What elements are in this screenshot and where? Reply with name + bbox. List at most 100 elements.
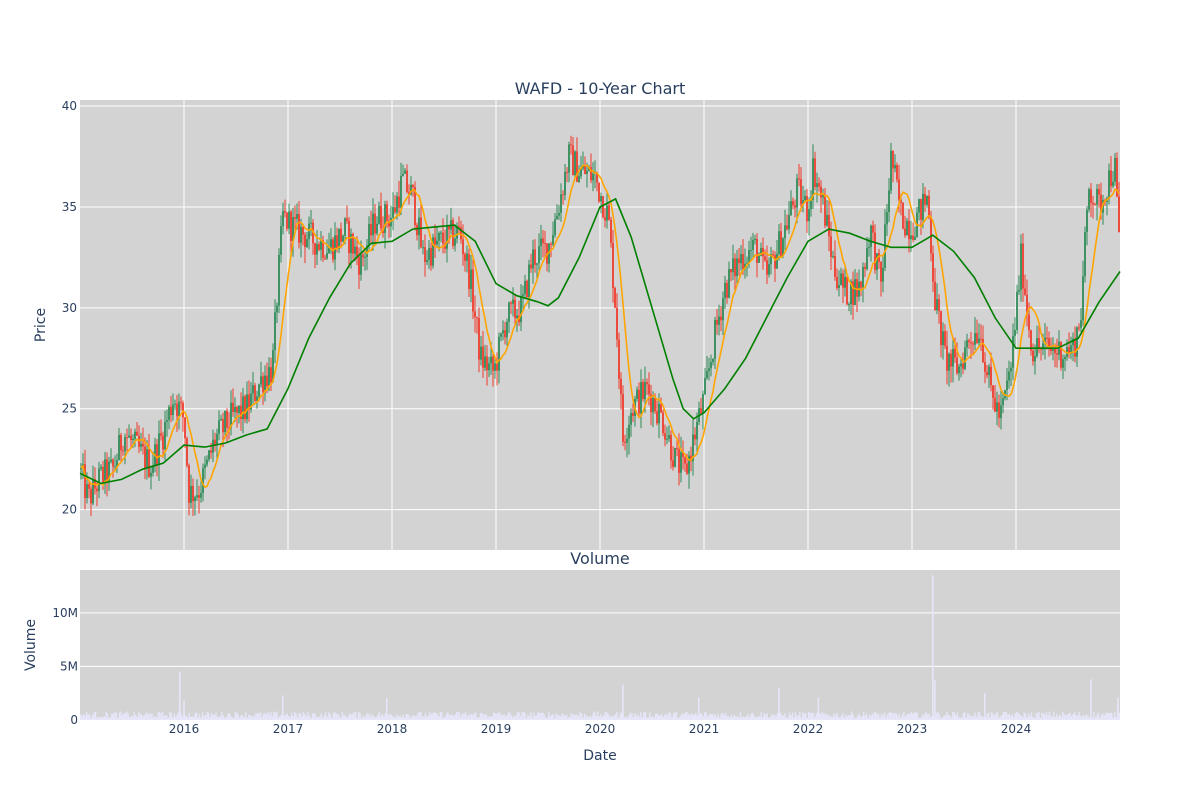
candle-body: [568, 144, 570, 173]
candle-body: [172, 404, 174, 415]
candle-body: [758, 255, 760, 263]
candle-body: [462, 239, 464, 255]
candle-body: [978, 338, 980, 343]
candle-body: [528, 264, 530, 298]
candle-body: [1018, 289, 1020, 292]
x-tick: 2020: [585, 722, 616, 736]
candle-body: [570, 144, 572, 146]
candle-body: [928, 195, 930, 218]
candle-body: [1024, 288, 1026, 295]
candle-body: [564, 171, 566, 196]
candle-body: [954, 348, 956, 358]
candle-body: [1008, 371, 1010, 381]
candle-body: [1062, 359, 1064, 368]
candle-body: [1094, 204, 1096, 206]
candle-body: [310, 222, 312, 224]
candle-body: [914, 236, 916, 240]
candle-body: [918, 199, 920, 213]
candle-body: [536, 263, 538, 265]
candle-body: [510, 302, 512, 304]
candle-body: [166, 420, 168, 422]
candle-body: [742, 254, 744, 270]
candle-body: [686, 463, 688, 474]
candle-body: [1098, 189, 1100, 195]
candle-body: [736, 258, 738, 277]
candle-body: [452, 220, 454, 246]
candle-body: [142, 443, 144, 447]
price-y-tick: 20: [62, 503, 77, 517]
candle-body: [250, 393, 252, 410]
candle-body: [610, 219, 612, 243]
candle-body: [210, 450, 212, 453]
candle-body: [718, 316, 720, 325]
candle-body: [500, 333, 502, 337]
candle-body: [298, 214, 300, 243]
x-tick: 2021: [689, 722, 720, 736]
candle-body: [1050, 347, 1052, 351]
candle-body: [350, 234, 352, 254]
candle-body: [618, 339, 620, 379]
candle-body: [134, 431, 136, 439]
candle-body: [814, 158, 816, 187]
candle-body: [466, 253, 468, 261]
candle-body: [442, 232, 444, 244]
candle-body: [888, 190, 890, 213]
candle-body: [156, 444, 158, 465]
candle-body: [950, 353, 952, 367]
candle-body: [424, 247, 426, 263]
candle-body: [566, 171, 568, 173]
candle-body: [740, 254, 742, 264]
candle-body: [782, 238, 784, 256]
candle-body: [266, 375, 268, 387]
candle-body: [646, 382, 648, 385]
candle-body: [144, 446, 146, 469]
candle-body: [922, 193, 924, 220]
candle-body: [474, 311, 476, 317]
price-axis-title: Price: [33, 308, 49, 342]
candle-body: [642, 382, 644, 400]
candle-body: [682, 452, 684, 458]
candle-body: [944, 331, 946, 346]
candle-body: [542, 238, 544, 244]
candle-body: [198, 495, 200, 498]
candle-body: [540, 238, 542, 247]
candle-body: [910, 235, 912, 240]
candle-body: [98, 468, 100, 492]
candle-body: [688, 455, 690, 474]
candle-body: [122, 450, 124, 452]
candle-body: [532, 249, 534, 269]
candle-body: [672, 460, 674, 467]
candle-body: [436, 240, 438, 245]
candle-body: [968, 340, 970, 343]
candle-body: [402, 173, 404, 176]
x-tick: 2022: [793, 722, 824, 736]
ma-short-line: [80, 164, 1120, 489]
candle-body: [604, 217, 606, 221]
price-y-tick: 40: [62, 99, 77, 113]
candle-body: [372, 213, 374, 236]
candle-body: [176, 403, 178, 417]
candle-body: [524, 280, 526, 295]
candle-body: [988, 366, 990, 376]
volume-y-tick-labels: 0 5M 10M: [52, 606, 78, 727]
candle-body: [404, 170, 406, 174]
candle-body: [622, 394, 624, 442]
candle-body: [362, 254, 364, 258]
candle-body: [732, 258, 734, 273]
candle-body: [886, 212, 888, 225]
candle-body: [752, 239, 754, 250]
candle-body: [1022, 243, 1024, 289]
candle-body: [982, 338, 984, 363]
candle-body: [288, 211, 290, 229]
candle-body: [1064, 356, 1066, 360]
candle-body: [390, 217, 392, 227]
candle-body: [626, 438, 628, 443]
candle-body: [200, 492, 202, 498]
candle-body: [196, 495, 198, 498]
candle-body: [118, 434, 120, 461]
candle-body: [574, 151, 576, 176]
candle-body: [506, 321, 508, 338]
candle-body: [1026, 294, 1028, 315]
candle-body: [384, 204, 386, 233]
candle-body: [848, 304, 850, 306]
